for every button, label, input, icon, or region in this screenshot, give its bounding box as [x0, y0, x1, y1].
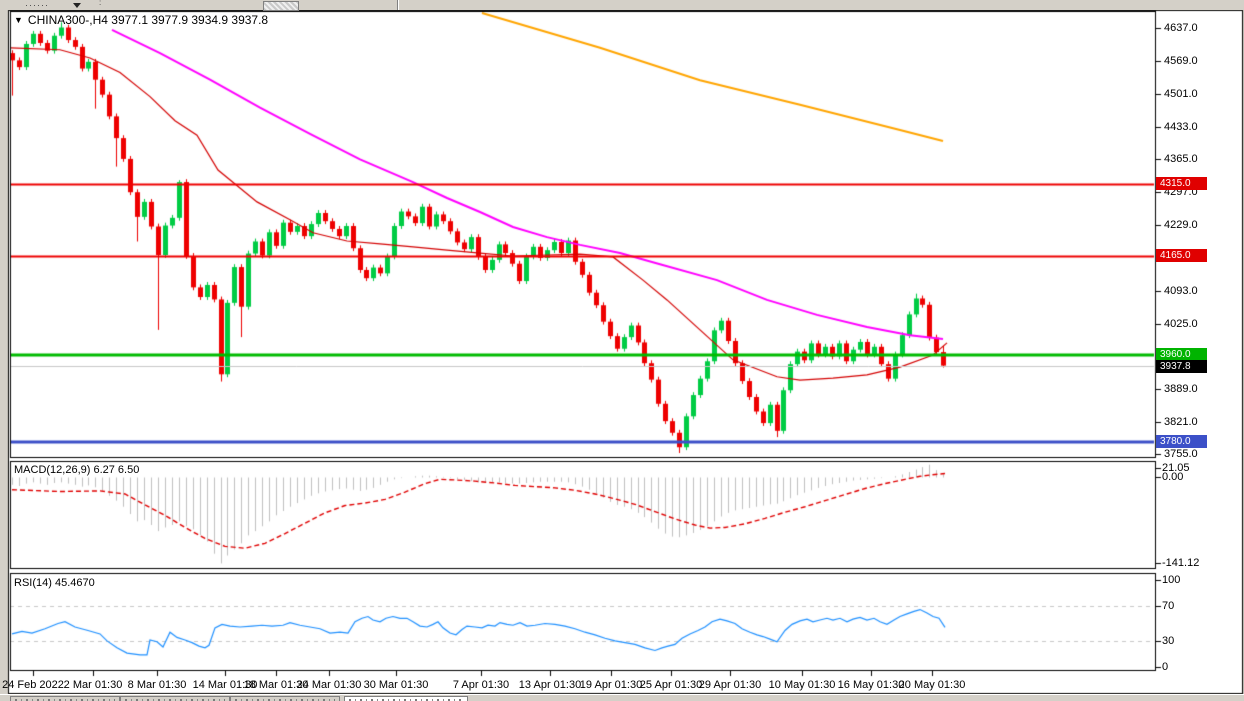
x-axis-date-label: 14 Mar 01:30	[192, 679, 258, 691]
price-line-label: 3780.0	[1156, 435, 1207, 448]
y-axis-tick-label: 4501.0	[1164, 88, 1198, 100]
x-axis-date-label: 24 Mar 01:30	[296, 679, 362, 691]
y-axis-tick-label: 3755.0	[1164, 448, 1198, 460]
y-axis-tick-label: 4637.0	[1164, 22, 1198, 34]
chart-tab-bar	[0, 694, 1244, 701]
rsi-tick-label: 100	[1162, 574, 1181, 586]
tab-bar-spacer	[470, 696, 1070, 701]
y-axis-tick-label: 3821.0	[1164, 416, 1198, 428]
price-line-label: 4165.0	[1156, 249, 1207, 262]
chart-tab[interactable]	[10, 696, 120, 701]
y-axis-tick-label: 4025.0	[1164, 318, 1198, 330]
chart-title-text: CHINA300-,H4 3977.1 3977.9 3934.9 3937.8	[27, 13, 269, 27]
chart-tab[interactable]	[230, 696, 340, 701]
chart-title: ▼ CHINA300-,H4 3977.1 3977.9 3934.9 3937.…	[14, 13, 268, 27]
pattern-box-icon[interactable]	[263, 1, 299, 11]
x-axis-date-label: 30 Mar 01:30	[363, 679, 429, 691]
x-axis-date-label: 2 Mar 01:30	[63, 679, 123, 691]
x-axis-date-label: 20 May 01:30	[898, 679, 966, 691]
x-axis-date-label: 10 May 01:30	[768, 679, 836, 691]
rsi-tick-label: 70	[1162, 600, 1175, 612]
x-axis-date-label: 19 Apr 01:30	[579, 679, 643, 691]
chart-tab-active[interactable]	[344, 696, 468, 701]
rsi-tick-label: 30	[1162, 635, 1175, 647]
x-axis-date-label: 8 Mar 01:30	[127, 679, 187, 691]
macd-tick-label: 0.00	[1162, 471, 1184, 483]
toolbar-separator	[397, 0, 399, 10]
x-axis-date-label: 24 Feb 2022	[2, 679, 64, 691]
rsi-label: RSI(14) 45.4670	[14, 577, 95, 589]
macd-tick-label: -141.12	[1162, 557, 1200, 569]
rsi-tick-label: 0	[1162, 661, 1169, 673]
y-axis-tick-label: 3889.0	[1164, 383, 1198, 395]
x-axis-date-label: 7 Apr 01:30	[452, 679, 510, 691]
y-axis-tick-label: 4093.0	[1164, 285, 1198, 297]
chart-dropdown-arrow-icon[interactable]: ▼	[14, 15, 23, 25]
chart-tab[interactable]	[120, 696, 230, 701]
price-line-label: 3960.0	[1156, 348, 1207, 361]
x-axis-date-label: 16 May 01:30	[837, 679, 905, 691]
macd-tick-label: 21.05	[1162, 462, 1190, 474]
dropdown-arrow-icon[interactable]	[73, 3, 81, 8]
x-axis-date-label: 18 Mar 01:30	[243, 679, 309, 691]
price-line-label: 4315.0	[1156, 177, 1207, 190]
grip-icon[interactable]: :	[99, 0, 102, 7]
drag-dots-icon[interactable]: ······	[25, 0, 49, 10]
y-axis-tick-label: 4569.0	[1164, 55, 1198, 67]
x-axis-date-label: 13 Apr 01:30	[518, 679, 582, 691]
toolbar: ······ :	[0, 0, 1244, 11]
y-axis-tick-label: 4433.0	[1164, 121, 1198, 133]
x-axis-date-label: 25 Apr 01:30	[639, 679, 703, 691]
x-axis-date-label: 29 Apr 01:30	[698, 679, 762, 691]
y-axis-tick-label: 4229.0	[1164, 219, 1198, 231]
current-price-label: 3937.8	[1156, 360, 1207, 373]
y-axis-tick-label: 4365.0	[1164, 153, 1198, 165]
macd-label: MACD(12,26,9) 6.27 6.50	[14, 464, 140, 476]
